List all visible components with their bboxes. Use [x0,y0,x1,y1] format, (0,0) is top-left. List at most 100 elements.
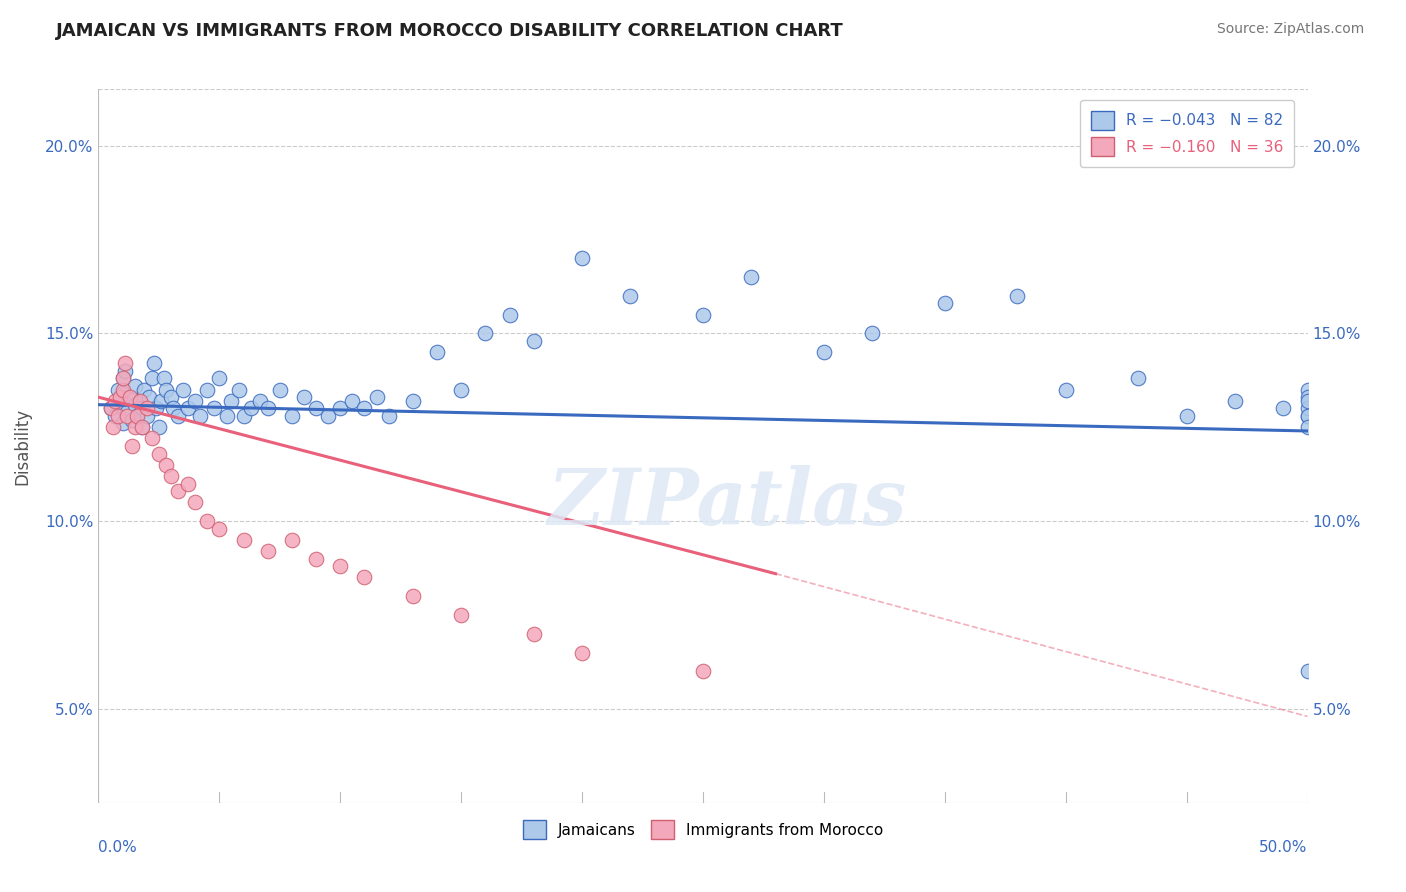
Point [184,393,207,408]
Point [269,383,291,397]
Point [813,345,835,359]
Point [1296,383,1319,397]
Point [281,409,304,423]
Point [127,409,149,423]
Point [1175,409,1198,423]
Point [281,533,304,547]
Point [619,289,641,303]
Point [117,405,139,419]
Point [1054,383,1077,397]
Point [1296,409,1319,423]
Point [128,393,150,408]
Point [138,390,160,404]
Point [316,409,339,423]
Point [1007,289,1029,303]
Point [329,401,352,416]
Point [232,409,254,423]
Point [860,326,883,341]
Point [188,409,211,423]
Point [162,401,184,416]
Point [204,401,226,416]
Point [111,383,134,397]
Point [167,484,190,499]
Point [107,409,129,423]
Point [934,296,956,310]
Point [100,401,122,416]
Point [221,393,243,408]
Point [692,308,714,322]
Point [1296,665,1319,679]
Point [150,393,173,408]
Text: ZIPatlas: ZIPatlas [547,465,907,541]
Point [208,371,231,385]
Point [228,383,250,397]
Point [249,393,271,408]
Point [256,544,278,558]
Point [111,401,134,416]
Point [305,551,328,566]
Text: 0.0%: 0.0% [98,840,138,855]
Point [256,401,278,416]
Point [111,417,134,431]
Point [523,334,546,348]
Point [145,401,167,416]
Point [1296,420,1319,434]
Point [124,398,146,412]
Point [353,570,375,584]
Point [366,390,388,404]
Point [1296,401,1319,416]
Point [127,409,149,423]
Point [232,533,254,547]
Point [117,409,139,423]
Point [1128,371,1150,385]
Point [474,326,496,341]
Text: Source: ZipAtlas.com: Source: ZipAtlas.com [1216,22,1364,37]
Point [135,401,157,416]
Point [148,446,170,460]
Point [1272,401,1295,416]
Point [131,420,153,434]
Point [134,383,156,397]
Point [195,383,218,397]
Point [111,371,134,385]
Point [177,401,200,416]
Point [177,476,200,491]
Point [1296,393,1319,408]
Legend: Jamaicans, Immigrants from Morocco: Jamaicans, Immigrants from Morocco [516,814,890,845]
Point [353,401,375,416]
Point [155,383,177,397]
Point [1296,409,1319,423]
Point [118,390,141,404]
Point [740,270,762,285]
Point [111,386,134,401]
Point [143,356,166,370]
Point [131,401,153,416]
Point [100,401,122,416]
Point [239,401,262,416]
Point [402,589,425,603]
Point [167,409,190,423]
Point [128,393,150,408]
Point [160,469,183,483]
Point [104,409,127,423]
Point [450,383,472,397]
Point [208,522,231,536]
Point [148,420,170,434]
Point [160,390,183,404]
Point [124,379,146,393]
Point [135,409,157,423]
Point [342,393,364,408]
Point [131,420,153,434]
Point [152,371,174,385]
Point [305,401,328,416]
Point [377,409,399,423]
Point [292,390,315,404]
Point [1223,393,1246,408]
Point [111,371,134,385]
Point [498,308,520,322]
Point [571,646,593,660]
Point [329,559,352,574]
Point [523,627,546,641]
Point [121,413,143,427]
Point [155,458,177,472]
